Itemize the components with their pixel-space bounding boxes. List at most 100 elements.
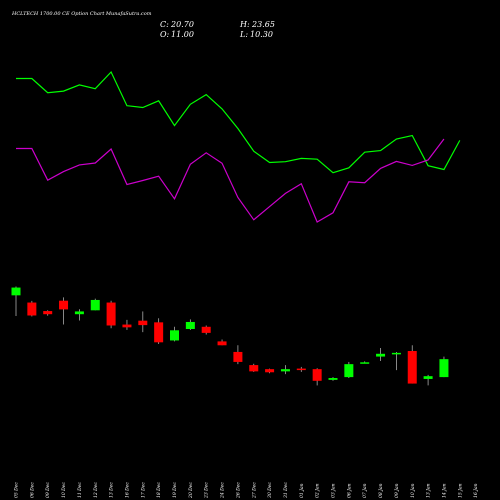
candle-body-bearish: [154, 322, 164, 343]
candle-body-bullish: [376, 353, 386, 357]
x-tick-label: 12 Dec: [93, 482, 99, 498]
candle: [154, 318, 164, 344]
candle: [376, 348, 386, 362]
candle: [265, 368, 275, 374]
x-tick-label: 08 Jan: [378, 483, 384, 498]
chart-title: HCLTECH 1700.00 CE Option Chart MunafaSu…: [11, 11, 152, 17]
candle: [90, 298, 100, 311]
x-tick-label: 11 Dec: [77, 482, 83, 498]
candle: [185, 319, 195, 330]
candle-body-bullish: [170, 330, 179, 341]
x-tick-label: 15 Jan: [457, 483, 463, 498]
candle: [11, 286, 21, 317]
candle: [59, 297, 69, 325]
upper-line-series: [16, 70, 461, 174]
x-tick-label: 13 Dec: [109, 482, 115, 498]
candle-body-bullish: [423, 376, 433, 379]
candle: [423, 374, 433, 386]
x-tick-label: 10 Dec: [61, 482, 67, 498]
x-tick-label: 06 Dec: [29, 482, 35, 498]
candle-body-bullish: [344, 364, 354, 378]
candle-body-bullish: [328, 378, 338, 380]
candle-body-bearish: [201, 326, 211, 333]
candle-body-bullish: [11, 287, 21, 296]
candle: [312, 368, 322, 386]
candle: [43, 310, 53, 316]
candle-body-bullish: [185, 321, 195, 329]
candle-body-bearish: [138, 320, 148, 326]
candle-body-bullish: [90, 299, 100, 311]
x-tick-label: 27 Dec: [251, 482, 257, 499]
candle-body-bullish: [74, 311, 84, 315]
candle: [106, 300, 116, 329]
candle: [280, 365, 290, 375]
candle: [170, 326, 179, 342]
open-label: O:: [160, 30, 170, 39]
candle: [138, 311, 148, 333]
x-tick-label: 09 Jan: [394, 483, 400, 498]
x-tick-label: 20 Dec: [188, 482, 194, 499]
x-tick-label: 30 Dec: [267, 482, 273, 498]
candle-body-bearish: [296, 368, 306, 371]
x-tick-label: 24 Dec: [220, 482, 226, 499]
candle-body-bearish: [122, 324, 132, 328]
candle: [328, 377, 338, 381]
candle: [439, 356, 449, 378]
x-tick-label: 09 Dec: [45, 482, 51, 498]
close-value: 20.70: [170, 20, 194, 29]
candle: [407, 345, 417, 384]
candle: [344, 361, 354, 379]
candle-body-bearish: [249, 365, 259, 372]
candle-body-bearish: [27, 302, 37, 316]
candle-body-bullish: [391, 352, 401, 355]
low-label: L:: [239, 30, 248, 39]
x-tick-label: 07 Jan: [362, 483, 368, 498]
ohlc-readout: C: 20.70 O: 11.00 H: 23.65 L: 10.30: [160, 20, 275, 39]
candle-body-bearish: [407, 351, 417, 384]
lower-line-series: [16, 138, 445, 223]
candle-body-bearish: [233, 351, 243, 362]
candle: [360, 361, 370, 364]
candle-body-bullish: [439, 359, 449, 378]
x-tick-label: 13 Jan: [426, 483, 432, 498]
candle-body-bearish: [106, 302, 116, 326]
x-tick-label: 16 Dec: [124, 482, 130, 498]
candle-body-bearish: [59, 300, 69, 310]
x-tick-label: 01 Jan: [299, 483, 305, 498]
candle: [27, 300, 37, 317]
candle: [249, 363, 259, 372]
high-label: H:: [239, 20, 250, 29]
x-tick-label: 31 Dec: [283, 482, 289, 498]
candle-body-bearish: [312, 369, 322, 381]
candle-body-bullish: [280, 369, 290, 372]
candle: [201, 325, 211, 335]
candle: [296, 366, 306, 372]
open-value: 11.00: [171, 30, 194, 39]
x-tick-label: 06 Jan: [346, 483, 352, 498]
candle: [74, 309, 84, 321]
candle-body-bullish: [360, 362, 370, 364]
x-tick-label: 23 Dec: [204, 482, 210, 499]
candle: [233, 345, 243, 365]
x-tick-label: 19 Dec: [172, 482, 178, 498]
x-tick-label: 14 Jan: [441, 483, 447, 498]
x-axis-labels: 05 Dec 06 Dec 09 Dec 10 Dec 11 Dec 12 Dec 13 D…: [14, 482, 480, 499]
indicator-lines: [16, 70, 461, 223]
x-tick-label: 16 Jan: [473, 483, 479, 498]
x-tick-label: 17 Dec: [140, 482, 146, 498]
candle: [217, 339, 227, 346]
x-tick-label: 10 Jan: [410, 483, 416, 498]
x-tick-label: 26 Dec: [235, 482, 241, 499]
x-tick-label: 02 Jan: [315, 483, 321, 498]
candle: [391, 351, 401, 371]
low-value: 10.30: [250, 30, 273, 39]
x-tick-label: 03 Jan: [331, 483, 337, 498]
candles: [11, 286, 449, 386]
candle-body-bearish: [217, 341, 227, 346]
close-label: C:: [160, 20, 169, 29]
candle: [122, 319, 132, 330]
candle-body-bearish: [265, 369, 275, 373]
high-value: 23.65: [251, 20, 275, 29]
